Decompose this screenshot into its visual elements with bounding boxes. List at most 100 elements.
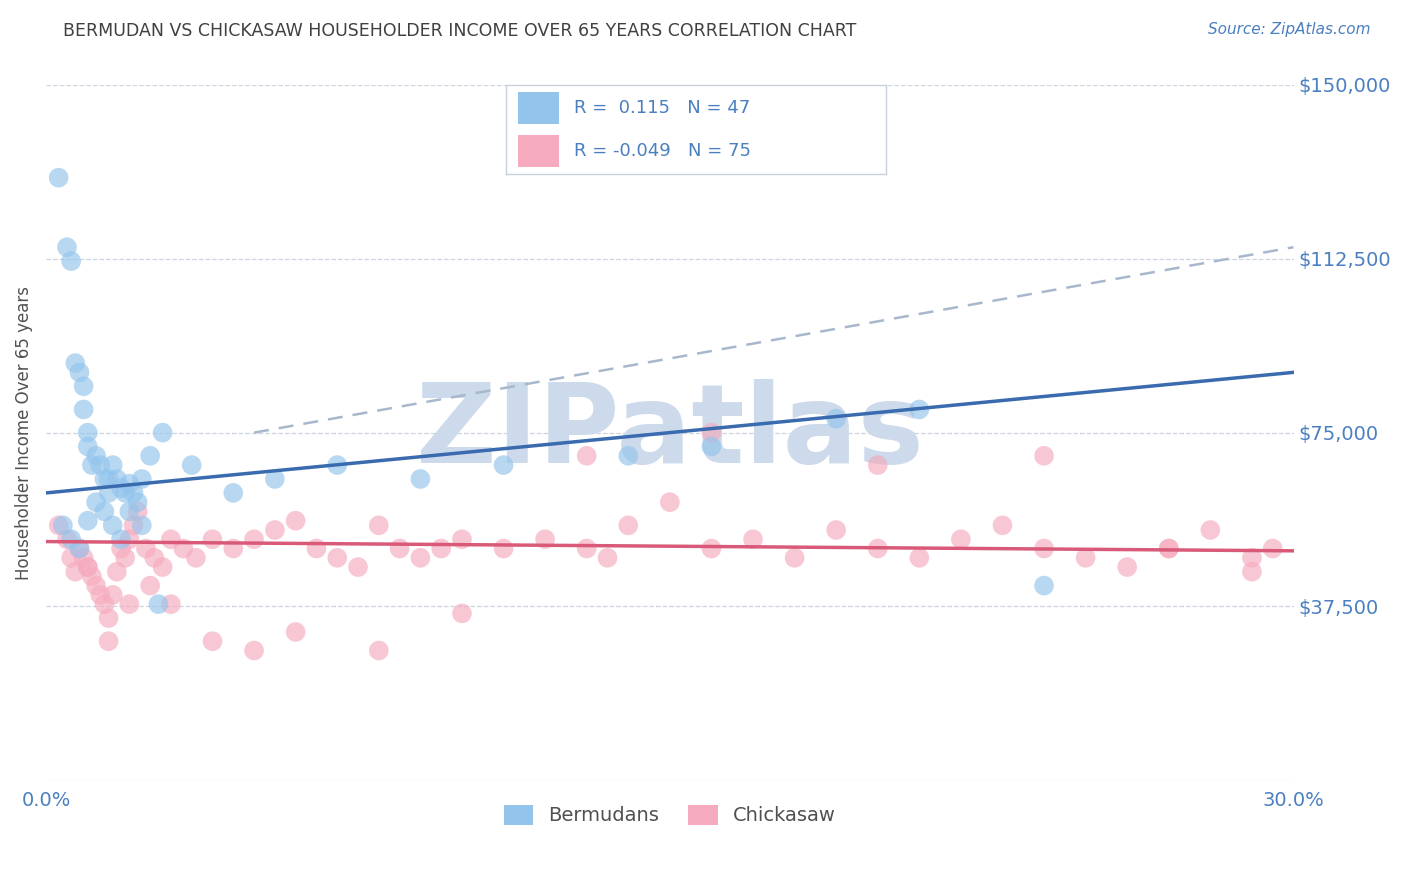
Point	[172, 541, 194, 556]
Point	[825, 411, 848, 425]
Point	[80, 569, 103, 583]
Point	[143, 550, 166, 565]
Point	[84, 579, 107, 593]
Point	[89, 458, 111, 472]
Point	[76, 440, 98, 454]
Point	[97, 611, 120, 625]
Point	[65, 356, 87, 370]
Point	[222, 486, 245, 500]
Point	[48, 518, 70, 533]
Point	[148, 597, 170, 611]
Point	[69, 365, 91, 379]
Point	[409, 472, 432, 486]
Point	[700, 440, 723, 454]
Point	[201, 634, 224, 648]
Text: BERMUDAN VS CHICKASAW HOUSEHOLDER INCOME OVER 65 YEARS CORRELATION CHART: BERMUDAN VS CHICKASAW HOUSEHOLDER INCOME…	[63, 22, 856, 40]
Point	[52, 518, 75, 533]
Point	[114, 550, 136, 565]
Point	[72, 550, 94, 565]
Point	[492, 458, 515, 472]
Point	[284, 514, 307, 528]
Point	[118, 504, 141, 518]
Point	[184, 550, 207, 565]
Point	[783, 550, 806, 565]
Point	[700, 425, 723, 440]
Point	[658, 495, 681, 509]
Point	[127, 495, 149, 509]
Point	[991, 518, 1014, 533]
Point	[84, 495, 107, 509]
Point	[110, 533, 132, 547]
Point	[105, 472, 128, 486]
Point	[367, 643, 389, 657]
Point	[93, 597, 115, 611]
Point	[1033, 449, 1056, 463]
Point	[1033, 541, 1056, 556]
Point	[101, 588, 124, 602]
Point	[451, 607, 474, 621]
Point	[451, 533, 474, 547]
Point	[152, 560, 174, 574]
Point	[201, 533, 224, 547]
Point	[69, 541, 91, 556]
Point	[76, 425, 98, 440]
Point	[76, 560, 98, 574]
Point	[101, 458, 124, 472]
Point	[326, 550, 349, 565]
Point	[60, 550, 83, 565]
Text: R = -0.049   N = 75: R = -0.049 N = 75	[575, 142, 751, 160]
FancyBboxPatch shape	[517, 135, 560, 167]
Point	[1240, 565, 1263, 579]
Point	[76, 560, 98, 574]
Point	[866, 541, 889, 556]
Point	[305, 541, 328, 556]
Point	[700, 541, 723, 556]
Point	[284, 624, 307, 639]
Point	[409, 550, 432, 565]
Point	[575, 449, 598, 463]
Point	[97, 486, 120, 500]
Point	[60, 533, 83, 547]
Point	[60, 254, 83, 268]
Point	[825, 523, 848, 537]
Y-axis label: Householder Income Over 65 years: Householder Income Over 65 years	[15, 285, 32, 580]
Point	[114, 486, 136, 500]
Legend: Bermudans, Chickasaw: Bermudans, Chickasaw	[496, 797, 844, 833]
Point	[908, 550, 931, 565]
Point	[347, 560, 370, 574]
Point	[1033, 579, 1056, 593]
Point	[617, 449, 640, 463]
Point	[1116, 560, 1139, 574]
Text: Source: ZipAtlas.com: Source: ZipAtlas.com	[1208, 22, 1371, 37]
Point	[908, 402, 931, 417]
Point	[105, 565, 128, 579]
Point	[222, 541, 245, 556]
Point	[131, 518, 153, 533]
Point	[110, 481, 132, 495]
Point	[575, 541, 598, 556]
FancyBboxPatch shape	[517, 92, 560, 124]
Point	[1074, 550, 1097, 565]
Point	[596, 550, 619, 565]
Point	[97, 634, 120, 648]
Point	[160, 533, 183, 547]
Point	[243, 643, 266, 657]
Point	[388, 541, 411, 556]
Point	[101, 518, 124, 533]
Point	[1157, 541, 1180, 556]
Point	[56, 533, 79, 547]
Text: R =  0.115   N = 47: R = 0.115 N = 47	[575, 99, 751, 117]
Point	[118, 533, 141, 547]
Point	[367, 518, 389, 533]
Point	[160, 597, 183, 611]
Point	[118, 597, 141, 611]
Point	[127, 504, 149, 518]
Point	[72, 402, 94, 417]
Point	[949, 533, 972, 547]
Point	[534, 533, 557, 547]
Point	[65, 565, 87, 579]
Point	[617, 518, 640, 533]
Point	[80, 458, 103, 472]
Point	[152, 425, 174, 440]
Point	[122, 486, 145, 500]
